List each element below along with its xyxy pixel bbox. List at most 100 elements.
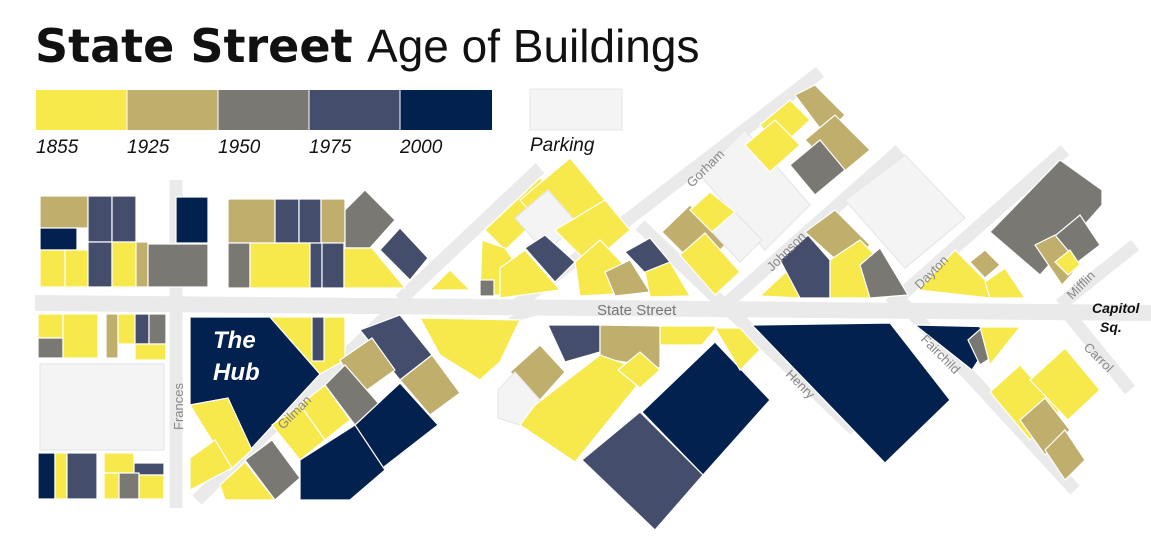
building — [479, 279, 495, 297]
building — [311, 316, 325, 362]
capitol-label-line1: Capitol — [1092, 300, 1141, 316]
building — [320, 198, 346, 244]
building — [519, 354, 650, 463]
legend-label-1975: 1975 — [309, 137, 352, 158]
street-mifflin — [1055, 239, 1140, 311]
building — [659, 325, 720, 346]
hub-label-line1: The — [213, 327, 256, 354]
building — [134, 343, 167, 361]
building — [689, 191, 736, 233]
street-henry — [635, 220, 860, 435]
building — [37, 313, 64, 339]
building — [1054, 249, 1081, 276]
building — [271, 404, 326, 461]
building — [135, 241, 149, 288]
street-label-state: State Street — [597, 302, 677, 319]
building — [979, 326, 1022, 367]
capitol-label-line2: Sq. — [1100, 319, 1122, 335]
building — [750, 322, 951, 464]
building — [713, 327, 761, 371]
building — [39, 227, 78, 251]
legend-swatch-1925 — [127, 90, 218, 130]
building — [37, 337, 64, 359]
building — [117, 313, 136, 345]
building — [789, 139, 846, 196]
title-bold: State Street — [35, 19, 353, 73]
building — [138, 474, 165, 500]
legend-label-1950: 1950 — [218, 137, 261, 158]
building — [189, 439, 233, 491]
building — [547, 324, 601, 363]
building — [309, 242, 323, 289]
building — [581, 411, 704, 531]
street-northwest-diagonal — [395, 163, 545, 305]
legend-label-1925: 1925 — [127, 137, 170, 158]
street-state — [34, 295, 1151, 321]
building — [87, 195, 113, 243]
building — [1044, 429, 1086, 481]
building — [103, 472, 120, 500]
legend-swatch-2000 — [400, 90, 492, 130]
building — [744, 119, 801, 173]
building — [418, 317, 521, 381]
building — [679, 232, 741, 296]
building — [105, 313, 119, 359]
building — [859, 247, 910, 299]
building — [554, 199, 631, 266]
building — [39, 249, 66, 288]
building — [299, 424, 386, 501]
building — [249, 242, 311, 289]
building — [344, 189, 396, 249]
building — [219, 461, 277, 501]
building — [62, 313, 99, 359]
building — [399, 354, 461, 416]
building — [1029, 347, 1101, 421]
building — [274, 198, 300, 244]
building — [64, 249, 89, 288]
street-label-frances: Frances — [171, 383, 186, 430]
legend-label-2000: 2000 — [399, 137, 443, 158]
building — [66, 452, 98, 500]
building — [298, 198, 322, 244]
building — [617, 351, 661, 389]
building — [148, 313, 167, 345]
building-parking — [39, 363, 165, 451]
buildings — [37, 84, 1103, 531]
building — [644, 261, 692, 298]
legend-label-1855: 1855 — [36, 137, 79, 158]
building — [321, 242, 345, 289]
street-lower-diagonal — [509, 307, 546, 323]
building — [54, 452, 68, 500]
building — [103, 452, 135, 474]
building — [37, 452, 56, 500]
building — [118, 472, 140, 500]
building — [227, 198, 276, 244]
building — [39, 195, 89, 229]
building — [87, 241, 113, 288]
legend-swatch-1975 — [309, 90, 400, 130]
building — [343, 247, 407, 289]
legend: 1855 1925 1950 1975 2000 Parking — [36, 88, 623, 158]
building — [379, 227, 429, 281]
building — [111, 241, 137, 288]
map-title: State Street Age of Buildings — [35, 19, 699, 73]
building — [134, 313, 150, 345]
building — [147, 243, 209, 288]
street-dayton — [885, 145, 1070, 310]
building — [969, 249, 1001, 279]
street-carrol — [1059, 305, 1136, 395]
building — [111, 195, 137, 243]
building — [984, 267, 1027, 299]
building — [428, 269, 472, 291]
hub-label-line2: Hub — [213, 359, 260, 386]
legend-swatch-1855 — [36, 90, 127, 130]
legend-label-parking: Parking — [530, 135, 595, 156]
legend-swatch-parking — [529, 88, 623, 131]
building — [175, 196, 209, 244]
title-light: Age of Buildings — [367, 20, 699, 72]
building — [989, 159, 1103, 276]
building — [227, 242, 251, 289]
legend-swatch-1950 — [218, 90, 309, 130]
building — [499, 249, 562, 299]
